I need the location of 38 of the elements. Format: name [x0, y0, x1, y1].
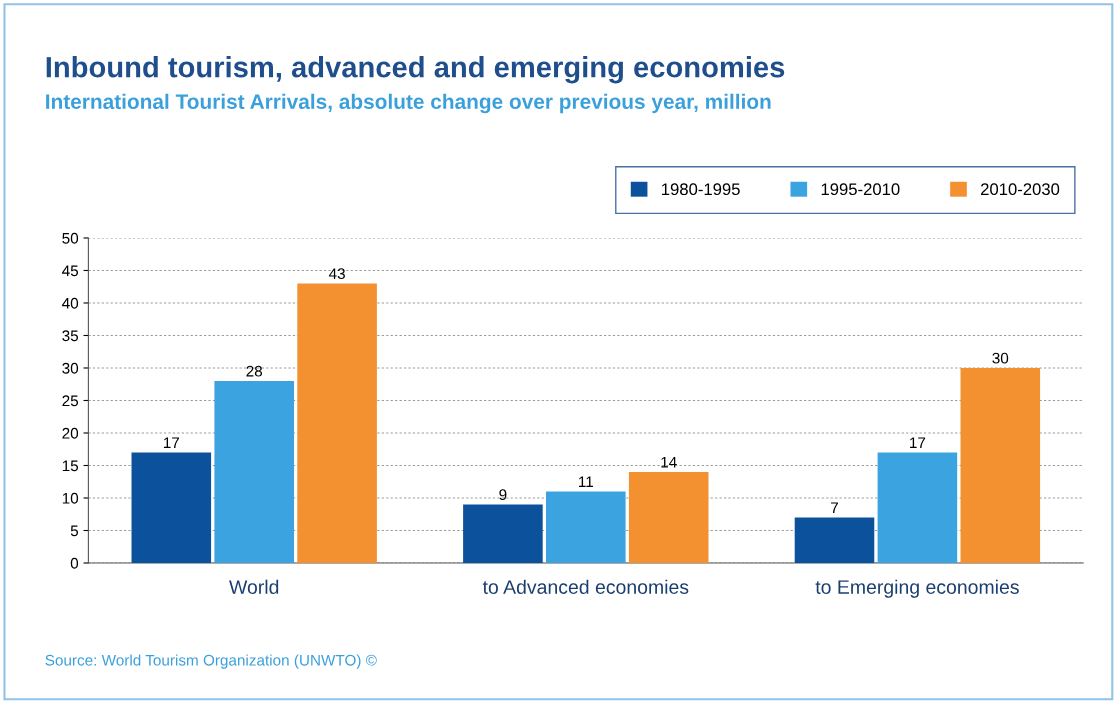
- y-tick-label: 5: [70, 525, 79, 537]
- y-tick-label: 35: [62, 330, 79, 342]
- bar: [297, 283, 377, 563]
- data-label: 30: [992, 352, 1009, 364]
- y-tick-label: 25: [62, 395, 79, 407]
- y-tick-label: 20: [62, 427, 79, 439]
- data-label: 28: [246, 365, 263, 377]
- data-label: 43: [328, 268, 345, 280]
- x-tick-label: to Advanced economies: [482, 579, 689, 594]
- bar: [546, 491, 626, 563]
- bar: [794, 517, 875, 563]
- legend-label: 2010-2030: [981, 183, 1060, 196]
- data-label: 17: [163, 437, 180, 448]
- data-label: 9: [499, 489, 507, 501]
- legend-label: 1980-1995: [662, 183, 740, 196]
- y-tick-label: 30: [62, 362, 79, 374]
- x-tick-label: World: [229, 579, 279, 594]
- bar: [463, 504, 543, 563]
- y-tick-label: 0: [70, 557, 79, 569]
- bar: [960, 367, 1041, 563]
- x-tick-label: to Emerging economies: [815, 579, 1019, 598]
- data-label: 17: [910, 437, 926, 448]
- y-tick-label: 50: [62, 232, 79, 244]
- bar: [877, 452, 958, 563]
- y-tick-label: 10: [62, 492, 79, 504]
- data-label: 7: [831, 502, 838, 513]
- bar: [131, 452, 212, 563]
- y-tick-label: 40: [62, 297, 79, 309]
- bar: [628, 472, 709, 563]
- chart-title: Inbound tourism, advanced and emerging economies: [46, 56, 785, 84]
- bar: [214, 380, 294, 563]
- y-tick-label: 15: [62, 460, 79, 472]
- source-note: Source: World Tourism Organization (UNWTO) ©: [45, 654, 377, 669]
- legend-label: 1995-2010: [821, 183, 900, 196]
- data-label: 11: [579, 476, 593, 487]
- chart-subtitle: International Tourist Arrivals, absolute change over previous year, million: [46, 93, 771, 114]
- y-tick-label: 45: [62, 265, 79, 277]
- data-label: 14: [661, 456, 677, 468]
